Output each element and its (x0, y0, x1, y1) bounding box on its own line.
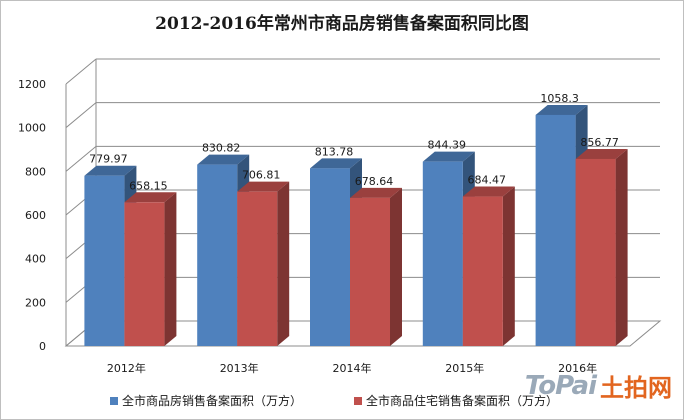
bar-series-2 (350, 197, 390, 346)
y-tick-label: 600 (25, 209, 46, 222)
bar-top-series-1 (310, 158, 362, 169)
bar-series-2 (575, 158, 616, 346)
bar-top-series-1 (535, 104, 588, 115)
bar-series-1 (422, 161, 463, 346)
bar-side-series-2 (277, 181, 290, 346)
bar-side-series-2 (615, 148, 628, 346)
bar-side-series-2 (502, 186, 515, 346)
data-label-series-1: 830.82 (202, 142, 241, 155)
x-tick-label: 2012年 (107, 361, 146, 375)
data-label-series-1: 813.78 (315, 145, 354, 158)
legend-swatch-series-2 (354, 396, 362, 405)
bar-series-1 (84, 175, 125, 346)
y-tick-label: 1200 (18, 78, 46, 91)
topai-watermark-logo: ToPai 土拍网 (525, 368, 672, 403)
watermark-latin-text: ToPai (524, 370, 597, 401)
data-label-series-2: 856.77 (580, 136, 619, 149)
data-label-series-1: 1058.3 (540, 92, 579, 105)
data-label-series-2: 684.47 (468, 174, 507, 187)
legend-label-series-1: 全市商品房销售备案面积（万方） (122, 394, 303, 408)
y-tick-label: 200 (25, 296, 46, 309)
bar-series-1 (197, 164, 238, 346)
data-label-series-1: 844.39 (428, 139, 467, 152)
bar-top-series-2 (237, 181, 290, 192)
chart-title: 2012-2016年常州市商品房销售备案面积同比图 (155, 14, 529, 34)
watermark-cjk-text: 土拍网 (600, 374, 672, 402)
data-label-series-1: 779.97 (89, 153, 128, 166)
bar-series-2 (237, 191, 278, 346)
chart-legend: 全市商品房销售备案面积（万方） 全市商品住宅销售备案面积（万方） (110, 392, 670, 410)
legend-item-series-1: 全市商品房销售备案面积（万方） (110, 392, 302, 409)
y-tick-label: 800 (25, 165, 46, 178)
bar-top-series-1 (197, 154, 250, 165)
bar-top-series-2 (575, 148, 628, 159)
bar-top-series-2 (350, 187, 402, 198)
bar-series-1 (310, 168, 350, 346)
bar-side-series-2 (164, 192, 177, 346)
gridline-side (65, 102, 97, 129)
gridline-side (65, 145, 97, 172)
bar-top-series-1 (84, 165, 137, 176)
y-tick-label: 0 (39, 340, 46, 353)
x-tick-label: 2013年 (220, 361, 259, 375)
bar-series-1 (535, 114, 576, 346)
gridline-side (65, 58, 97, 85)
bar-top-series-1 (422, 151, 475, 162)
y-tick-label: 400 (25, 253, 46, 266)
bar-top-series-2 (124, 192, 177, 203)
x-tick-label: 2014年 (333, 361, 372, 375)
legend-label-series-2: 全市商品住宅销售备案面积（万方） (366, 394, 559, 408)
bar-series-2 (124, 202, 165, 346)
data-label-series-2: 658.15 (129, 179, 168, 192)
data-label-series-2: 678.64 (355, 175, 394, 188)
bar-series-2 (462, 196, 503, 346)
y-tick-label: 1000 (18, 122, 46, 135)
x-tick-label: 2016年 (558, 361, 597, 375)
data-label-series-2: 706.81 (242, 169, 281, 182)
x-tick-label: 2015年 (445, 361, 484, 375)
bar-side-series-2 (390, 187, 402, 346)
legend-item-series-2: 全市商品住宅销售备案面积（万方） (354, 392, 558, 409)
bar-top-series-2 (462, 186, 515, 197)
legend-swatch-series-1 (110, 396, 118, 405)
